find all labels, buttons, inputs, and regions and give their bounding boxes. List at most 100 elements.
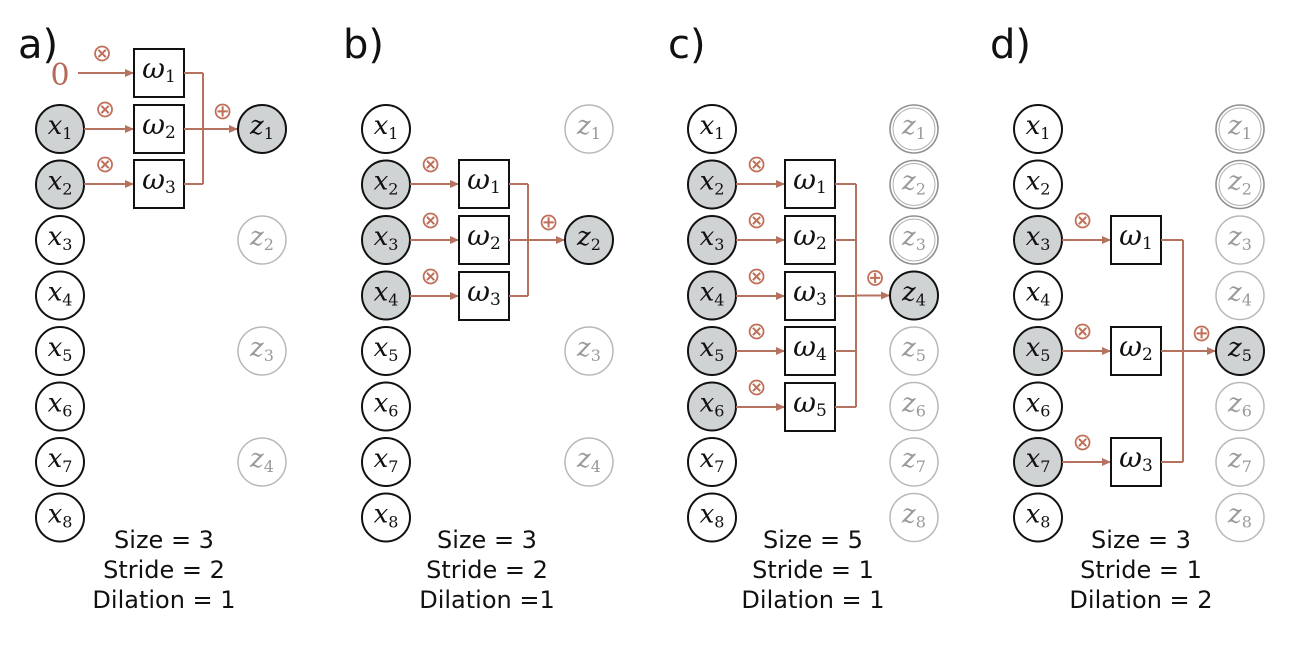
multiply-icon: ⊗: [95, 150, 115, 178]
output-node-z2: [237, 215, 287, 265]
panel-c: c) x1 x2 x3 x4 x5 x6 x7 x8 ⊗ ω1 ⊗ ω2 ⊗ ω3 ⊗ ω4 ⊗ ω5 ⊕ z1 z2 z3…: [668, 22, 939, 614]
output-node-z4: [889, 270, 939, 321]
input-label-x6: x6: [1026, 389, 1051, 421]
output-label-z6: z6: [901, 389, 926, 421]
input-label-x2: x2: [700, 167, 725, 199]
caption-line: Dilation =1: [419, 586, 555, 614]
input-label-x4: x4: [700, 278, 725, 310]
weight-label-ω1: ω1: [793, 163, 827, 198]
input-node-x1: [1013, 104, 1063, 154]
output-label-z6: z6: [1227, 389, 1252, 421]
weight-label-ω4: ω4: [793, 330, 827, 365]
output-node-z5: [889, 326, 939, 376]
input-label-x1: x1: [700, 111, 725, 143]
input-node-x7: [687, 437, 737, 487]
output-label-z7: z7: [1227, 444, 1252, 476]
output-node-z4: [1215, 270, 1265, 321]
output-node-z2: [1215, 159, 1265, 210]
output-label-z4: z4: [249, 444, 274, 476]
output-label-z2: z2: [901, 167, 926, 199]
weight-box: [784, 271, 836, 321]
caption-line: Stride = 2: [103, 556, 225, 584]
weight-label-ω1: ω1: [1119, 219, 1153, 254]
output-label-z2: z2: [1227, 167, 1252, 199]
output-node-z4: [564, 437, 614, 487]
panel-label: a): [18, 22, 58, 68]
input-label-x8: x8: [374, 500, 399, 532]
output-node-z1: [889, 104, 939, 154]
output-node-z2: [564, 215, 614, 265]
output-node-z5: [1215, 326, 1265, 376]
output-node-z4: [237, 437, 287, 487]
input-node-x1: [687, 104, 737, 154]
input-label-x2: x2: [48, 167, 73, 199]
weight-label-ω5: ω5: [793, 386, 827, 421]
output-label-z1: z1: [249, 111, 274, 143]
input-label-x8: x8: [1026, 500, 1051, 532]
output-label-z3: z3: [901, 222, 926, 254]
input-label-x6: x6: [700, 389, 725, 421]
weight-label-ω2: ω2: [142, 108, 176, 143]
weight-label-ω2: ω2: [793, 219, 827, 254]
output-node-z7: [889, 437, 939, 487]
weight-label-ω1: ω1: [142, 52, 176, 87]
input-node-x7: [361, 437, 411, 487]
multiply-icon: ⊗: [746, 206, 766, 234]
sum-icon: ⊕: [1191, 319, 1211, 347]
output-node-z8: [889, 492, 939, 543]
multiply-icon: ⊗: [746, 150, 766, 178]
caption-line: Dilation = 1: [92, 586, 235, 614]
output-label-z3: z3: [249, 333, 274, 365]
input-label-x4: x4: [1026, 278, 1051, 310]
weight-box: [784, 382, 836, 432]
input-node-x8: [687, 492, 737, 543]
weight-label-ω3: ω3: [467, 275, 501, 310]
input-label-x2: x2: [1026, 167, 1051, 199]
sum-icon: ⊕: [212, 97, 232, 125]
weight-label-ω1: ω1: [467, 163, 501, 198]
input-label-x1: x1: [1026, 111, 1051, 143]
output-node-z3: [889, 215, 939, 265]
output-node-z3: [564, 326, 614, 376]
output-node-z8: [1215, 492, 1265, 543]
multiply-icon: ⊗: [1072, 206, 1092, 234]
weight-label-ω2: ω2: [467, 219, 501, 254]
output-done-ring: [892, 163, 936, 206]
panel-label: c): [668, 22, 706, 68]
output-label-z3: z3: [1227, 222, 1252, 254]
input-node-x4: [35, 270, 85, 321]
output-node-z7: [1215, 437, 1265, 487]
input-label-x8: x8: [700, 500, 725, 532]
output-label-z1: z1: [901, 111, 926, 143]
multiply-icon: ⊗: [1072, 428, 1092, 456]
output-label-z8: z8: [1227, 500, 1252, 532]
input-label-x6: x6: [48, 389, 73, 421]
weight-label-ω3: ω3: [1119, 441, 1153, 476]
output-label-z4: z4: [1227, 278, 1252, 310]
caption-line: Size = 3: [437, 526, 537, 554]
input-node-x5: [361, 326, 411, 376]
input-label-x3: x3: [700, 222, 725, 254]
multiply-icon: ⊗: [420, 262, 440, 290]
input-label-x5: x5: [1026, 333, 1051, 365]
input-node-x1: [361, 104, 411, 154]
output-done-ring: [892, 218, 936, 262]
caption-line: Stride = 2: [426, 556, 548, 584]
sum-icon: ⊕: [538, 208, 558, 236]
multiply-icon: ⊗: [92, 39, 112, 67]
input-node-x5: [35, 326, 85, 376]
caption-line: Size = 5: [763, 526, 863, 554]
weight-label-ω3: ω3: [793, 275, 827, 310]
output-label-z4: z4: [576, 444, 601, 476]
panel-a: a) x1 x2 x3 x4 x5 x6 x7 x8 0 ⊗ ω1 ⊗ ω2 ⊗ ω3 ⊕ z1 z2 z3 z4 Siz…: [18, 22, 287, 614]
weight-box: [1110, 215, 1162, 265]
input-node-x6: [35, 381, 85, 432]
input-label-x7: x7: [700, 444, 725, 476]
input-label-x4: x4: [374, 278, 399, 310]
caption-line: Stride = 1: [1080, 556, 1202, 584]
input-node-x4: [1013, 270, 1063, 321]
multiply-icon: ⊗: [746, 262, 766, 290]
input-label-x2: x2: [374, 167, 399, 199]
panel-b: b) x1 x2 x3 x4 x5 x6 x7 x8 ⊗ ω1 ⊗ ω2 ⊗ ω3 ⊕ z1 z2 z3 z4 Size…: [343, 22, 614, 614]
